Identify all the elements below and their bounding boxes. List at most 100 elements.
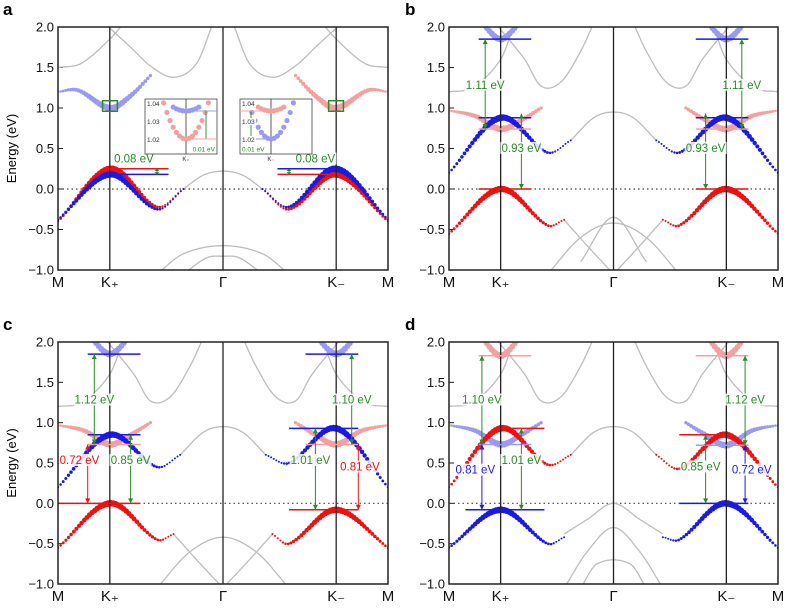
plot-frame (57, 341, 389, 585)
band-point-lightblue (347, 342, 353, 347)
band-point-red (291, 539, 296, 543)
arrow-head (742, 355, 748, 361)
label-bg (58, 454, 101, 466)
arrow-head (518, 504, 524, 510)
y-axis-label: Energy (eV) (4, 428, 19, 497)
arrow-head (479, 504, 485, 510)
band-point-blue (765, 535, 770, 540)
band-point-lightblue (61, 89, 65, 93)
x-tick-label: M (52, 274, 65, 291)
band-point-blue (378, 209, 382, 213)
x-tick-label: M (382, 588, 395, 605)
band-point-blue (533, 532, 538, 537)
band-point-blue (457, 537, 462, 541)
band-point-blue (161, 207, 164, 210)
band-point-red (271, 533, 274, 535)
band-point-lightred (452, 109, 456, 113)
arrow-head (286, 172, 292, 175)
band-point-red (155, 205, 159, 209)
band-point-blue (71, 201, 76, 206)
band-point-red (541, 221, 545, 225)
band-point-blue (752, 140, 757, 146)
band-point-blue (660, 142, 663, 145)
band-point-blue (669, 538, 672, 541)
band-point-blue (299, 195, 304, 200)
band-point-blue (555, 540, 558, 543)
band-point-blue (155, 465, 159, 469)
band-point-red (527, 446, 532, 451)
inset-point-lightred (196, 124, 202, 130)
band-point-blue (166, 203, 169, 206)
x-tick-label: K₊ (492, 588, 510, 605)
label-bg (294, 152, 337, 165)
band-point-blue (272, 197, 274, 200)
y-tick-label: 0.5 (36, 141, 54, 156)
band-point-blue (548, 151, 552, 155)
inset-gap-label: 0.01 eV (193, 147, 216, 154)
band-point-lightblue (69, 87, 73, 92)
band-point-blue (275, 459, 278, 462)
band-point-red (545, 463, 549, 466)
band-point-blue (672, 539, 675, 542)
inset-k-label: K₊ (182, 157, 189, 163)
band-point-red (661, 218, 664, 221)
arrow-head (482, 39, 488, 45)
band-point-red (755, 209, 760, 214)
band-point-red (663, 460, 665, 463)
band-point-blue (543, 149, 547, 153)
band-point-lightred (774, 109, 777, 113)
band-point-blue (270, 456, 273, 459)
band-point-red (557, 221, 560, 224)
band-point-blue (470, 140, 475, 146)
label-bg (109, 454, 152, 466)
band-point-lightblue (455, 424, 459, 429)
band-point-red (158, 205, 162, 209)
label-bg (289, 454, 332, 466)
x-tick-label: Γ (609, 274, 617, 291)
band-point-blue (305, 445, 310, 450)
band-point-red (559, 460, 562, 463)
band-point-red (548, 463, 552, 467)
band-point-blue (264, 453, 267, 456)
x-tick-label: M (772, 588, 785, 605)
band-point-red (665, 462, 668, 465)
inset-y-tick-label: 1.04 (242, 101, 255, 108)
band-point-blue (462, 151, 467, 156)
band-point-red (669, 223, 672, 226)
band-point-blue (304, 189, 310, 195)
gap-label: 0.93 eV (502, 143, 542, 155)
inset-point-lightred (193, 129, 199, 135)
band-point-lightred (376, 88, 380, 92)
y-tick-label: 1.0 (427, 415, 445, 430)
band-point-blue (365, 457, 370, 462)
band-point-blue (69, 470, 73, 474)
band-point-red (289, 207, 293, 211)
x-tick-label: K₋ (327, 274, 345, 291)
band-point-red (554, 463, 557, 466)
band-line-gray (107, 27, 213, 78)
band-point-red (279, 205, 282, 208)
y-tick-label: 0.0 (36, 496, 54, 511)
band-point-blue (749, 137, 755, 142)
band-point-blue (266, 192, 269, 195)
band-point-red (682, 221, 686, 225)
band-point-red (771, 227, 775, 231)
band-point-red (378, 211, 382, 216)
band-point-blue (673, 151, 676, 154)
band-point-blue (467, 144, 472, 149)
band-line-gray (497, 27, 593, 89)
band-point-red (74, 526, 79, 531)
band-point-lightred (146, 422, 150, 427)
band-point-lightblue (140, 81, 145, 86)
label-bg (454, 463, 497, 476)
band-point-red (529, 449, 534, 454)
label-bg (464, 78, 507, 91)
band-point-lightred (479, 335, 484, 340)
inset-label-bg (192, 145, 216, 153)
band-point-red (277, 203, 280, 206)
band-point-lightblue (534, 424, 538, 428)
band-point-red (452, 227, 456, 231)
band-point-blue (61, 480, 65, 484)
x-tick-label: K₋ (717, 588, 735, 605)
arrow-head (355, 504, 361, 510)
